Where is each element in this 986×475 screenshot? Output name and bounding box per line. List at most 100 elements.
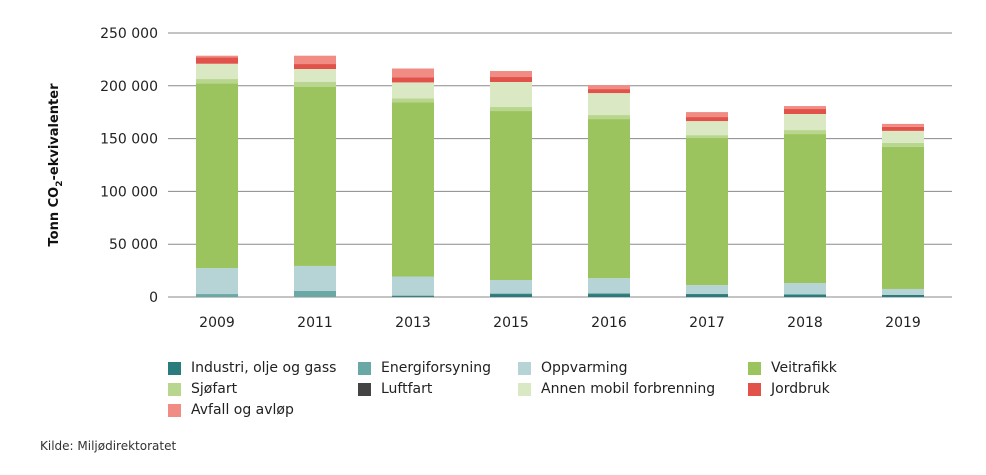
x-tick-label: 2017 — [689, 315, 725, 331]
legend-swatch — [168, 382, 181, 396]
bar-segment — [882, 130, 924, 143]
source-note: Kilde: Miljødirektoratet — [40, 439, 177, 453]
bar-segment — [686, 112, 728, 118]
bar-segment — [490, 111, 532, 280]
bar-segment — [784, 130, 826, 135]
legend-label: Jordbruk — [771, 381, 830, 397]
legend-label: Veitrafikk — [771, 360, 837, 376]
y-axis-label: Tonn CO2-ekvivalenter — [47, 83, 65, 247]
bar-segment — [392, 276, 434, 296]
x-tick-label: 2011 — [297, 315, 333, 331]
bar-segment — [588, 278, 630, 294]
bar-segment — [784, 113, 826, 131]
y-tick-label: 200 000 — [100, 79, 158, 95]
bar-stack-2011 — [294, 55, 336, 297]
stacked-bar-chart: 0 50 000 100 000 150 000 200 000 250 000 2009… — [47, 26, 952, 331]
bar-segment — [686, 285, 728, 295]
bar-segment — [196, 268, 238, 295]
bar-segment — [588, 293, 630, 295]
bar-segment — [588, 294, 630, 297]
legend-item: Energiforsyning — [358, 360, 491, 376]
bar-segment — [588, 119, 630, 279]
y-axis-ticks: 0 50 000 100 000 150 000 200 000 250 000 — [100, 26, 158, 306]
bar-segment — [882, 123, 924, 127]
bar-segment — [882, 142, 924, 147]
legend-swatch — [518, 382, 531, 396]
legend-label: Energiforsyning — [381, 360, 491, 376]
legend-label: Oppvarming — [541, 360, 628, 376]
bar-segment — [294, 81, 336, 87]
bar-segment — [882, 288, 924, 295]
legend-swatch — [358, 382, 371, 396]
legend-swatch — [168, 361, 181, 375]
bar-segment — [294, 55, 336, 65]
bar-segment — [196, 79, 238, 84]
bar-segment — [490, 71, 532, 78]
y-tick-label: 50 000 — [109, 237, 158, 253]
bar-stack-2016 — [588, 85, 630, 297]
bar-segment — [294, 64, 336, 70]
legend-label: Luftfart — [381, 381, 433, 397]
y-tick-label: 0 — [149, 290, 158, 306]
bar-segment — [196, 63, 238, 80]
x-axis-ticks: 2009 2011 2013 2015 2016 2017 2018 2019 — [199, 315, 921, 331]
gridlines — [168, 32, 952, 298]
legend-label: Avfall og avløp — [191, 402, 294, 418]
bar-segment — [882, 126, 924, 131]
legend-swatch — [748, 361, 761, 375]
bar-segment — [294, 265, 336, 291]
bar-segment — [490, 77, 532, 82]
legend-item: Luftfart — [358, 381, 432, 397]
legend-item: Jordbruk — [748, 381, 830, 397]
bar-segment — [392, 102, 434, 277]
bar-segment — [784, 134, 826, 284]
bar-segment — [392, 68, 434, 78]
legend-swatch — [168, 403, 181, 417]
bar-segment — [196, 55, 238, 58]
bar-segment — [490, 107, 532, 112]
bar-stack-2013 — [392, 68, 434, 297]
legend-swatch — [358, 361, 371, 375]
bar-segment — [490, 293, 532, 295]
bar-segment — [196, 57, 238, 64]
bar-segment — [392, 295, 434, 297]
bar-stack-2019 — [882, 123, 924, 297]
legend-swatch — [748, 382, 761, 396]
bar-stack-2018 — [784, 106, 826, 297]
legend-label: Annen mobil forbrenning — [541, 381, 716, 397]
legend-item: Sjøfart — [168, 381, 237, 397]
bar-segment — [392, 82, 434, 99]
x-tick-label: 2013 — [395, 315, 431, 331]
bar-segment — [196, 83, 238, 269]
bar-segment — [686, 135, 728, 139]
bar-segment — [392, 98, 434, 103]
bar-stack-2015 — [490, 71, 532, 297]
x-tick-label: 2009 — [199, 315, 235, 331]
x-tick-label: 2015 — [493, 315, 529, 331]
bar-segment — [588, 93, 630, 116]
bar-segment — [784, 106, 826, 110]
legend-item: Veitrafikk — [748, 360, 837, 376]
bar-segment — [294, 290, 336, 297]
legend-item: Avfall og avløp — [168, 402, 294, 418]
bar-segment — [392, 296, 434, 297]
legend-item: Oppvarming — [518, 360, 627, 376]
bar-segment — [784, 294, 826, 297]
bar-segment — [686, 121, 728, 136]
bar-segment — [490, 279, 532, 294]
bar-segment — [490, 294, 532, 297]
bar-segment — [686, 138, 728, 286]
legend-item: Industri, olje og gass — [168, 360, 336, 376]
x-tick-label: 2016 — [591, 315, 627, 331]
bar-segment — [490, 81, 532, 108]
y-tick-label: 150 000 — [100, 132, 158, 148]
legend-swatch — [518, 361, 531, 375]
x-tick-label: 2018 — [787, 315, 823, 331]
bar-segment — [784, 294, 826, 295]
bar-segment — [588, 85, 630, 90]
bar-segment — [294, 86, 336, 266]
bar-segment — [882, 294, 924, 297]
bar-stack-2009 — [196, 55, 238, 297]
bar-segment — [294, 69, 336, 82]
legend-item: Annen mobil forbrenning — [518, 381, 715, 397]
